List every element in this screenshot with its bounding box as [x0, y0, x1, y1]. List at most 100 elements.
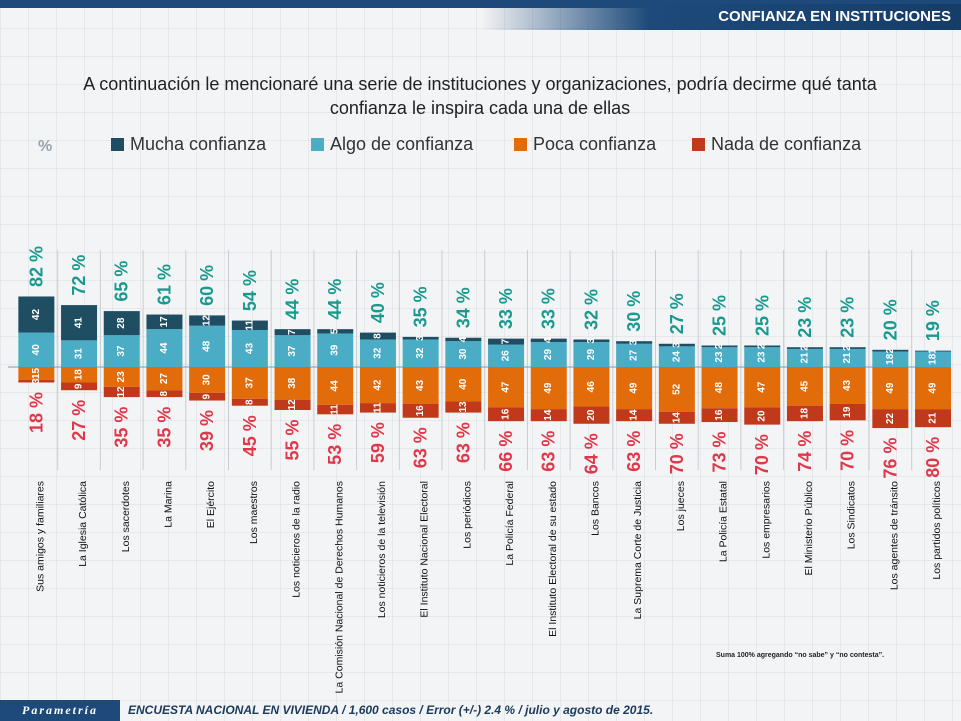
- label-algo: 44: [159, 342, 170, 354]
- label-mucha: 2: [757, 343, 768, 349]
- negative-total-label: 80 %: [923, 437, 943, 478]
- label-mucha: 4: [543, 337, 554, 343]
- bar-poca: [103, 367, 140, 387]
- bar-poca: [359, 367, 396, 404]
- label-mucha: 2: [885, 347, 896, 353]
- label-mucha: 5: [330, 328, 341, 334]
- negative-total-label: 70 %: [838, 430, 858, 471]
- category-label: Los periódicos: [461, 481, 473, 549]
- category-label: Los Sindicatos: [846, 481, 858, 549]
- bar-algo: [274, 335, 311, 367]
- category-label: La Suprema Corte de Justicia: [632, 481, 644, 619]
- label-nada: 12: [287, 399, 298, 411]
- label-algo: 31: [74, 348, 85, 360]
- label-mucha: 2: [714, 343, 725, 349]
- label-algo: 29: [586, 349, 597, 361]
- bar-poca: [616, 367, 653, 410]
- bar-mucha: [530, 338, 567, 343]
- positive-total-label: 65 %: [112, 261, 132, 302]
- label-mucha: 3: [671, 342, 682, 348]
- legend-swatch-mucha: [111, 138, 124, 151]
- positive-total-label: 61 %: [154, 264, 174, 305]
- bar-algo: [829, 348, 866, 367]
- bar-mucha: [872, 349, 909, 352]
- bar-algo: [146, 329, 183, 367]
- label-poca: 49: [629, 382, 640, 394]
- label-nada: 22: [885, 413, 896, 425]
- bar-poca: [829, 367, 866, 404]
- bar-algo: [488, 344, 525, 367]
- bar-poca: [658, 367, 695, 412]
- bar-poca: [573, 367, 610, 407]
- bar-nada: [231, 398, 268, 406]
- bar-nada: [146, 390, 183, 398]
- bar-mucha: [103, 311, 140, 336]
- negative-total-label: 70 %: [752, 434, 772, 475]
- category-label: Los maestros: [248, 481, 260, 544]
- category-label: Los noticieros de la televisión: [376, 481, 388, 618]
- bar-algo: [61, 340, 98, 367]
- positive-total-label: 82 %: [26, 246, 46, 287]
- bar-algo: [103, 335, 140, 367]
- label-algo: 29: [543, 349, 554, 361]
- negative-total-label: 63 %: [539, 431, 559, 472]
- bar-poca: [915, 367, 952, 410]
- negative-total-label: 63 %: [624, 431, 644, 472]
- bar-nada: [573, 406, 610, 424]
- negative-total-label: 45 %: [240, 415, 260, 456]
- bar-algo: [317, 333, 354, 367]
- label-mucha: 41: [74, 317, 85, 329]
- bar-nada: [744, 407, 781, 425]
- bar-mucha: [744, 345, 781, 348]
- bar-nada: [445, 401, 482, 413]
- bar-poca: [231, 367, 268, 399]
- label-nada: 16: [501, 408, 512, 420]
- bar-algo: [573, 342, 610, 367]
- category-label: Los partidos políticos: [931, 481, 943, 580]
- category-label: El Instituto Electoral de su estado: [547, 481, 559, 637]
- bar-algo: [18, 332, 55, 367]
- bar-nada: [701, 408, 738, 423]
- label-algo: 21: [799, 352, 810, 364]
- label-nada: 16: [415, 405, 426, 417]
- label-mucha: 2: [842, 345, 853, 351]
- label-algo: 18: [885, 353, 896, 365]
- label-poca: 18: [74, 369, 85, 381]
- legend-item-algo: Algo de confianza: [311, 131, 473, 157]
- label-mucha: 7: [287, 329, 298, 335]
- label-mucha: 3: [586, 338, 597, 344]
- label-algo: 32: [415, 347, 426, 359]
- legend-swatch-poca: [514, 138, 527, 151]
- category-label: Los noticieros de la radio: [291, 481, 303, 598]
- negative-total-label: 35 %: [112, 407, 132, 448]
- label-nada: 20: [586, 409, 597, 421]
- label-nada: 20: [757, 410, 768, 422]
- label-mucha: 17: [159, 316, 170, 328]
- page-title: CONFIANZA EN INSTITUCIONES: [481, 4, 961, 30]
- label-nada: 21: [928, 412, 939, 424]
- label-poca: 49: [543, 382, 554, 394]
- label-mucha: 1: [928, 348, 939, 354]
- positive-total-label: 19 %: [923, 300, 943, 341]
- label-algo: 32: [372, 347, 383, 359]
- label-algo: 23: [714, 351, 725, 363]
- label-mucha: 3: [415, 335, 426, 341]
- bar-mucha: [445, 337, 482, 342]
- category-label: La Policía Estatal: [718, 481, 730, 562]
- bar-mucha: [402, 336, 439, 340]
- label-nada: 19: [842, 406, 853, 418]
- bar-poca: [488, 367, 525, 408]
- question-line-2: confianza le inspira cada una de ellas: [329, 98, 631, 118]
- label-algo: 27: [629, 349, 640, 361]
- label-nada: 3: [31, 378, 42, 384]
- bar-mucha: [146, 314, 183, 330]
- label-mucha: 2: [799, 345, 810, 351]
- bar-nada: [530, 409, 567, 422]
- bar-algo: [359, 339, 396, 367]
- label-algo: 26: [501, 350, 512, 362]
- label-nada: 16: [714, 409, 725, 421]
- bar-poca: [744, 367, 781, 408]
- bar-mucha: [231, 320, 268, 331]
- category-label: Los jueces: [675, 481, 687, 531]
- bar-nada: [915, 409, 952, 428]
